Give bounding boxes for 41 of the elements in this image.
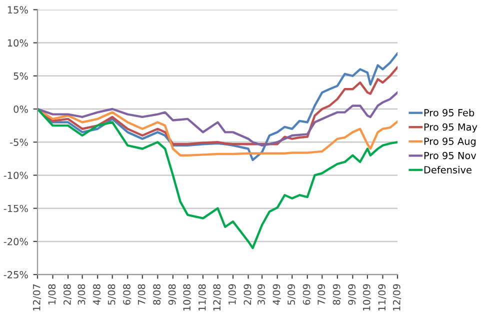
line-series	[38, 91, 398, 147]
x-tick-label: 6/08	[123, 284, 132, 305]
x-tick-label: 6/09	[302, 284, 311, 305]
legend-label: Pro 95 Aug	[424, 138, 476, 147]
x-tick-label: 9/08	[168, 284, 177, 305]
y-tick-label: 0%	[14, 105, 28, 113]
x-tick-label: 1/09	[228, 284, 237, 304]
x-tick-label: 10/09	[362, 284, 372, 311]
x-tick-label: 2/09	[244, 284, 252, 305]
x-tick-label: 7/08	[138, 284, 146, 305]
y-tick-label: -25%	[4, 271, 28, 278]
x-tick-label: 10/08	[183, 284, 192, 311]
line-series	[38, 108, 398, 250]
y-tick-label: 10%	[8, 39, 28, 47]
x-tick-label: 5/08	[108, 284, 116, 305]
x-tick-label: 1/08	[48, 284, 56, 304]
y-tick-label: -15%	[4, 204, 28, 212]
x-tick-label: 12/08	[213, 284, 222, 311]
y-tick-label: -20%	[4, 238, 28, 246]
x-tick-label: 4/09	[272, 284, 281, 305]
x-tick-label: 4/08	[93, 284, 102, 305]
x-tick-label: 12/07	[32, 284, 42, 311]
y-tick-label: -5%	[10, 138, 28, 146]
x-tick-label: 7/09	[318, 284, 326, 305]
y-tick-label: 5%	[14, 72, 28, 80]
x-tick-label: 8/09	[332, 284, 342, 305]
x-tick-label: 11/08	[198, 284, 207, 311]
x-tick-label: 8/08	[153, 284, 162, 305]
legend-label: Pro 95 Nov	[424, 152, 476, 160]
x-tick-label: 11/09	[378, 284, 386, 311]
x-tick-label: 2/08	[64, 284, 72, 305]
y-tick-label: -10%	[4, 172, 28, 180]
y-tick-label: 15%	[8, 6, 28, 14]
x-tick-label: 12/09	[392, 284, 402, 311]
legend-label: Defensive	[424, 166, 472, 174]
x-tick-label: 5/09	[288, 284, 296, 305]
legend-label: Pro 95 Feb	[424, 108, 474, 116]
legend-label: Pro 95 May	[424, 123, 478, 133]
x-tick-label: 9/09	[348, 284, 356, 305]
x-tick-label: 3/09	[258, 284, 266, 305]
x-tick-label: 3/08	[78, 284, 86, 305]
